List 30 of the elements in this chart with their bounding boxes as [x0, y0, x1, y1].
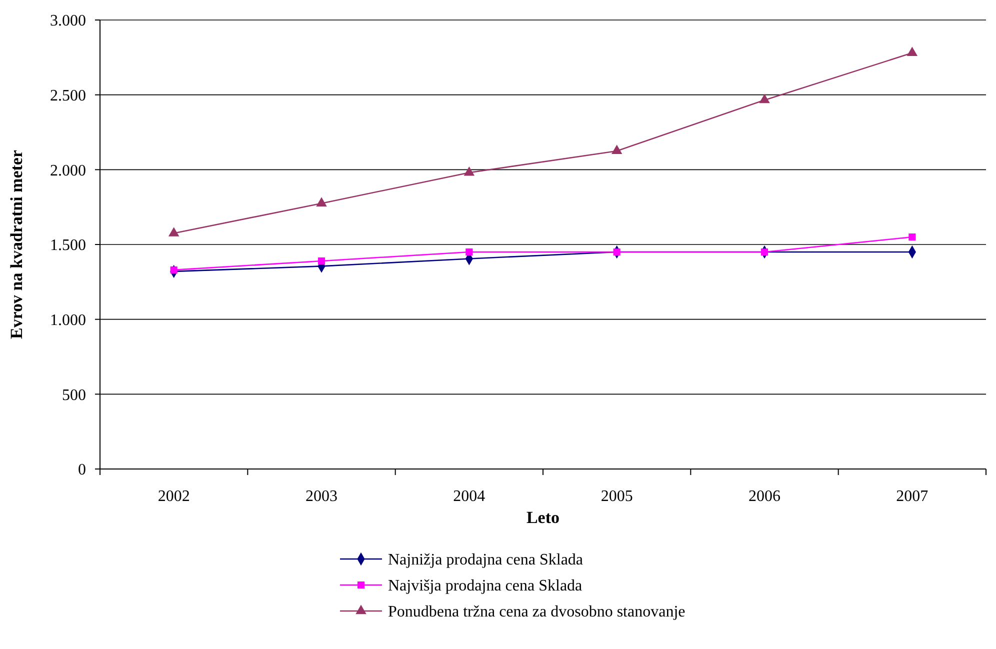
legend-label: Najvišja prodajna cena Sklada [388, 578, 582, 595]
point [613, 248, 620, 256]
y-tick-label: 0 [78, 462, 86, 479]
point [170, 266, 178, 274]
y-tick-label: 1.500 [50, 237, 86, 254]
point [759, 94, 770, 104]
point [316, 197, 327, 206]
point [908, 233, 916, 241]
point [906, 46, 918, 56]
point [466, 248, 473, 256]
y-axis-title: Evrov na kvadratni meter [7, 150, 26, 340]
x-tick-label: 2004 [453, 488, 486, 505]
legend-label: Ponudbena tržna cena za dvosobno stanovanje [388, 604, 686, 621]
x-tick-label: 2002 [158, 488, 190, 505]
x-axis-title: Leto [526, 508, 560, 527]
x-tick-label: 2003 [306, 488, 338, 505]
y-tick-label: 2.500 [50, 87, 86, 104]
y-tick-label: 3.000 [50, 12, 86, 30]
point [168, 227, 180, 236]
x-tick-label: 2006 [748, 488, 780, 505]
point [760, 248, 768, 256]
y-tick-label: 1.000 [50, 312, 86, 329]
point [611, 144, 622, 154]
point [318, 257, 326, 264]
legend-label: Najnižja prodajna cena Sklada [388, 552, 584, 569]
point [464, 166, 475, 176]
y-tick-label: 2.000 [50, 162, 86, 180]
x-tick-label: 2005 [600, 488, 633, 505]
y-tick-label: 500 [62, 386, 86, 404]
x-tick-label: 2007 [896, 488, 928, 505]
